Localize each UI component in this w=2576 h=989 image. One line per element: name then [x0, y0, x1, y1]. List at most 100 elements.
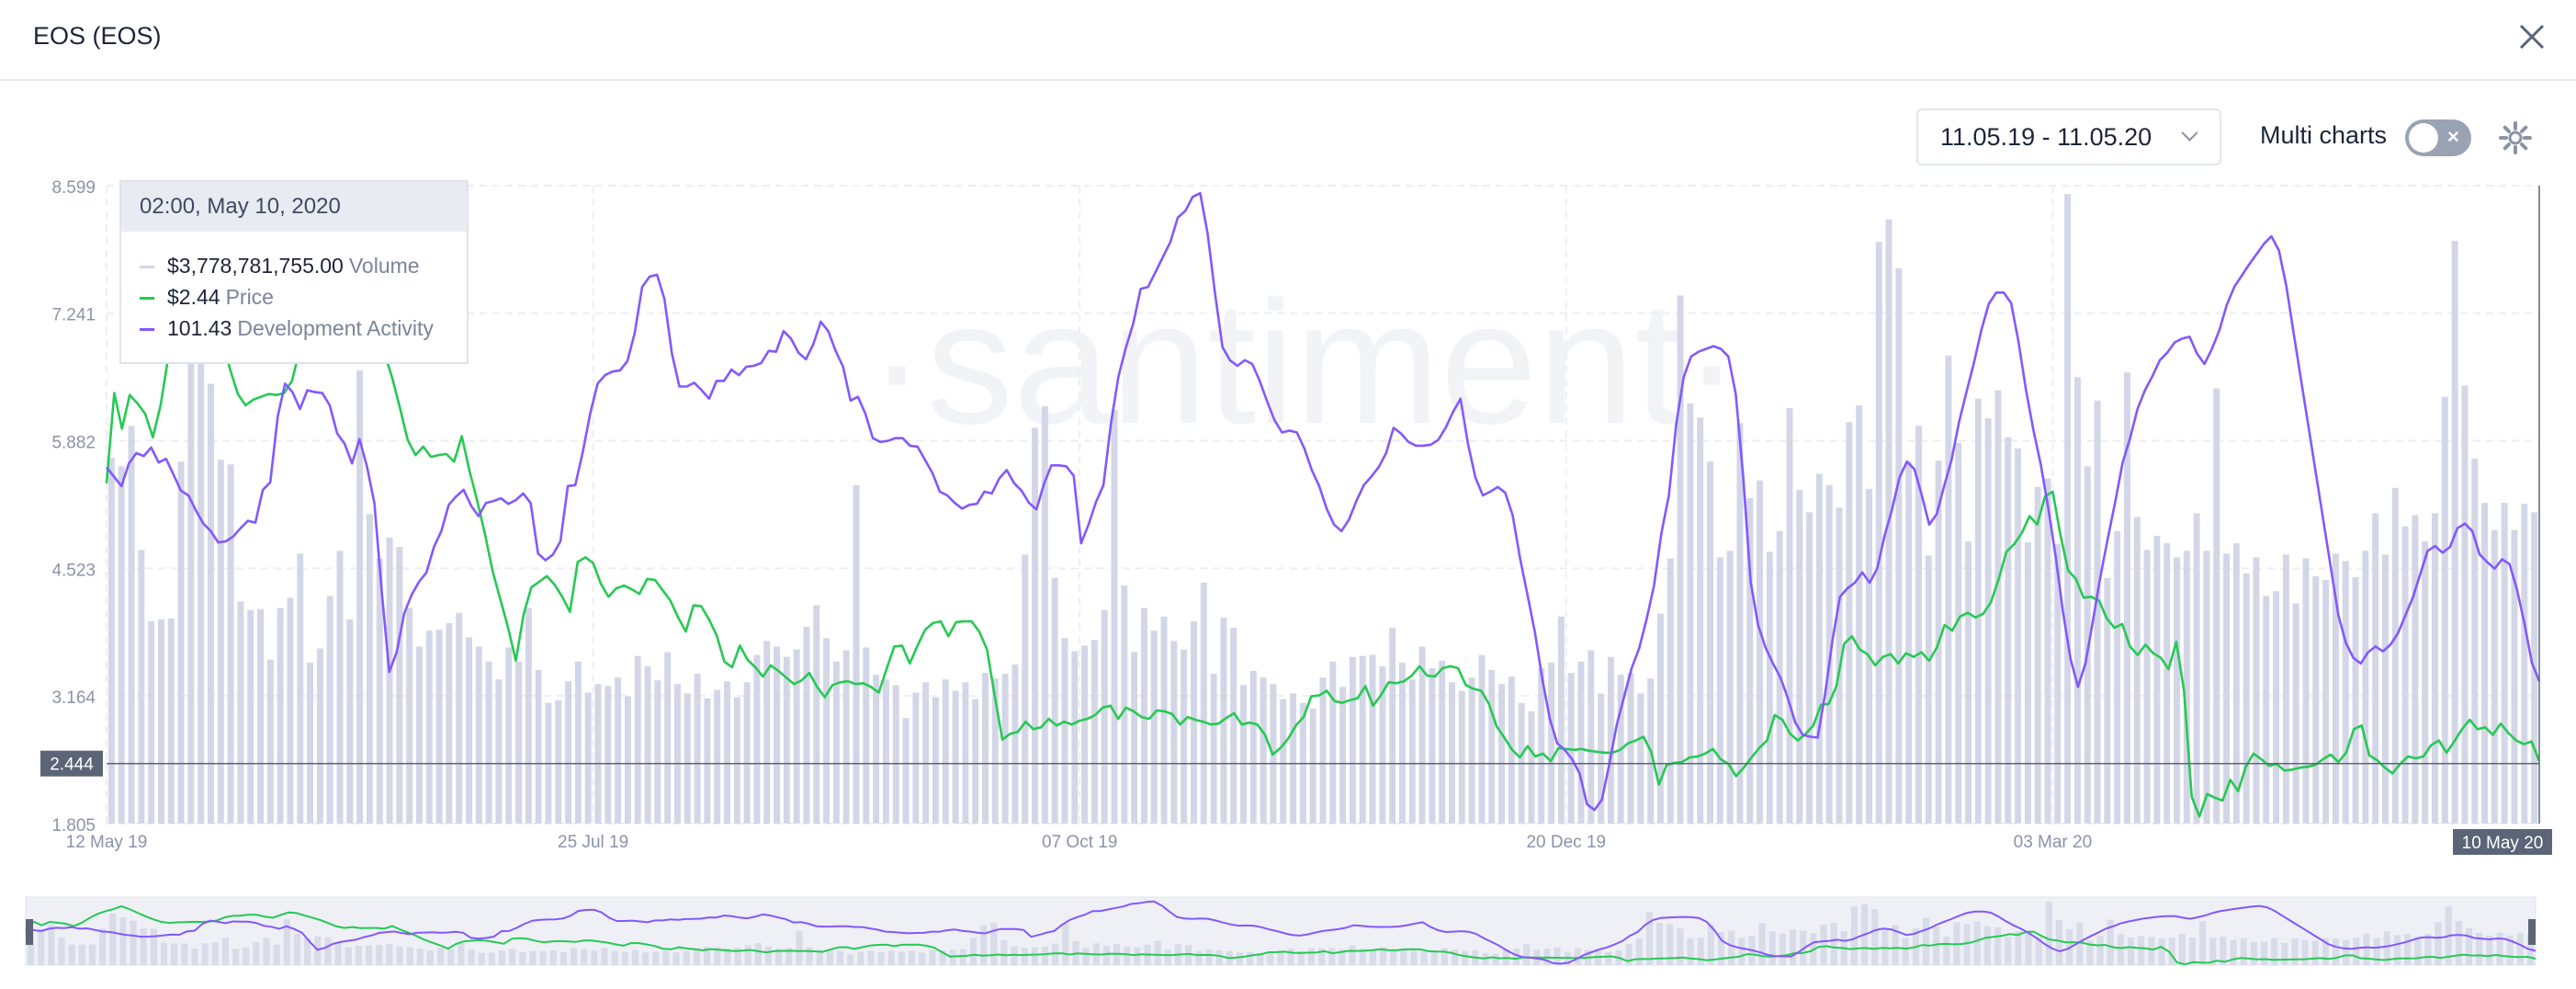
- y-tick-label: 8.599: [51, 178, 96, 198]
- volume-bar: [1984, 418, 1992, 824]
- volume-bar: [257, 608, 264, 824]
- navigator-bar: [2076, 922, 2084, 965]
- navigator-bar: [2260, 941, 2268, 965]
- navigator-bar: [2291, 938, 2299, 965]
- navigator-bar: [1922, 917, 1930, 965]
- volume-bar: [1786, 407, 1793, 824]
- volume-bar: [1965, 541, 1972, 824]
- volume-bar: [1687, 403, 1694, 824]
- volume-bar: [1439, 660, 1446, 824]
- y-tick-label: 3.164: [51, 688, 96, 708]
- navigator-bar: [1164, 949, 1171, 965]
- navigator-bar: [1850, 906, 1859, 965]
- volume-bar: [107, 458, 115, 824]
- volume-bar: [1240, 685, 1247, 824]
- close-icon[interactable]: [2515, 20, 2548, 53]
- navigator-bar: [1707, 925, 1714, 965]
- toggle-knob: [2409, 123, 2438, 153]
- gear-icon[interactable]: [2497, 119, 2534, 156]
- volume-bar: [118, 466, 125, 824]
- navigator-bar: [99, 928, 107, 965]
- navigator-bar: [58, 937, 65, 965]
- navigator-handle-left[interactable]: [26, 919, 33, 945]
- navigator-handle-right[interactable]: [2528, 919, 2536, 945]
- navigator-bar: [1512, 949, 1520, 965]
- navigator-bar: [581, 949, 588, 965]
- navigator-bar: [201, 943, 209, 965]
- navigator-bar: [1738, 938, 1746, 965]
- navigator-dev-line: [25, 900, 2536, 965]
- volume-bar: [1001, 674, 1009, 824]
- multi-charts-toggle[interactable]: ×: [2405, 119, 2471, 156]
- navigator-bar: [1994, 926, 2002, 965]
- navigator-bar: [816, 949, 823, 965]
- navigator-bar: [1881, 928, 1889, 965]
- navigator-bar: [1820, 924, 1827, 965]
- navigator-bar: [2383, 931, 2390, 965]
- volume-bar: [1746, 498, 1754, 824]
- navigator-bar: [1943, 937, 1950, 965]
- navigator-bar: [836, 950, 844, 965]
- volume-bar: [2143, 550, 2151, 824]
- chart-area[interactable]: ·santiment· 8.599 7.241 5.882 4.523 3.164 1.8…: [0, 165, 2576, 974]
- navigator-bar: [1287, 949, 1294, 965]
- navigator-bar: [488, 952, 495, 965]
- volume-bar: [2133, 517, 2141, 824]
- volume-bar: [624, 696, 631, 824]
- navigator-bar: [2230, 939, 2237, 965]
- navigator-bar: [775, 949, 783, 965]
- navigator-bar: [88, 944, 96, 965]
- navigator-bar: [478, 952, 485, 965]
- volume-bar: [664, 652, 672, 824]
- chart-title: EOS (EOS): [33, 22, 162, 50]
- navigator-bar: [519, 951, 526, 965]
- volume-bar: [1736, 423, 1744, 824]
- volume-bar: [1022, 554, 1029, 824]
- navigator-bar: [293, 934, 301, 965]
- volume-bar: [1200, 582, 1207, 824]
- volume-bar: [1041, 405, 1048, 824]
- navigator-bar: [734, 947, 741, 965]
- y-tick-label: 7.241: [51, 306, 96, 325]
- volume-bar: [2312, 575, 2320, 824]
- navigator-bar: [1400, 949, 1407, 965]
- tooltip-date: 02:00, May 10, 2020: [121, 182, 467, 232]
- navigator-bar: [1462, 950, 1469, 965]
- tooltip-price-value: $2.44: [167, 285, 220, 309]
- tooltip-row-price: $2.44 Price: [140, 285, 274, 310]
- volume-bar: [1766, 551, 1773, 824]
- volume-bar: [813, 605, 820, 824]
- navigator-bar: [396, 946, 403, 965]
- volume-bar: [2471, 459, 2479, 824]
- volume-bar: [1925, 555, 1932, 824]
- volume-bar: [753, 654, 761, 824]
- volume-bar: [277, 608, 284, 824]
- volume-bar: [237, 601, 244, 824]
- date-range-selector[interactable]: 11.05.19 - 11.05.20: [1916, 108, 2221, 165]
- navigator-bar: [48, 925, 55, 965]
- volume-bar: [1181, 649, 1188, 824]
- volume-bar: [2292, 603, 2299, 824]
- navigator-bar: [447, 949, 455, 965]
- navigator-bar: [243, 947, 250, 965]
- volume-bar: [724, 681, 730, 824]
- dev-activity-line: [105, 191, 2541, 812]
- navigator-bar: [2322, 938, 2329, 965]
- navigator-bar: [2127, 937, 2135, 965]
- navigator-bar: [1102, 945, 1111, 965]
- navigator-bar: [2455, 920, 2462, 965]
- volume-bar: [1319, 677, 1327, 824]
- navigator-bar: [2506, 935, 2514, 965]
- volume-bar: [227, 464, 234, 824]
- navigator-bar: [1983, 926, 1991, 965]
- navigator-bar: [1666, 924, 1674, 965]
- volume-bar: [2332, 553, 2339, 824]
- volume-bar: [2342, 561, 2349, 824]
- navigator-bar: [887, 950, 895, 965]
- volume-bar: [1032, 427, 1039, 824]
- volume-bar: [2491, 529, 2498, 824]
- navigator-bar: [672, 952, 680, 965]
- volume-bar: [2263, 596, 2270, 824]
- navigator-bar: [1359, 949, 1366, 965]
- navigator-bar: [345, 947, 352, 965]
